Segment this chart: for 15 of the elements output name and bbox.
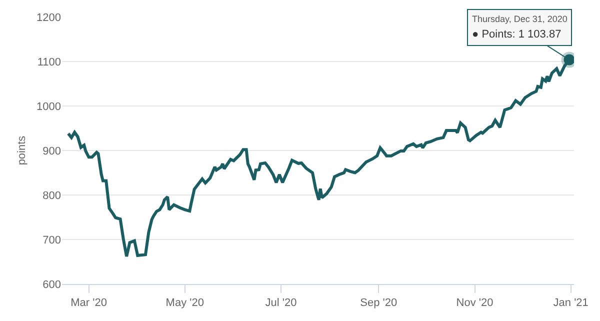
x-tick-label: Jan '21 bbox=[553, 297, 588, 310]
x-tick-label: Nov '20 bbox=[456, 297, 494, 310]
y-axis-title: points bbox=[16, 135, 28, 166]
y-tick-label: 700 bbox=[42, 234, 61, 246]
x-tick-label: Mar '20 bbox=[70, 297, 107, 310]
annotation: Thursday, Dec 31, 2020 ● Points: 1 103.87 bbox=[472, 14, 568, 41]
y-tick-label: 600 bbox=[42, 278, 61, 291]
y-tick-label: 1200 bbox=[36, 12, 61, 24]
x-tick-label: May '20 bbox=[166, 297, 204, 310]
y-tick-label: 1100 bbox=[37, 56, 61, 68]
y-tick-label: 900 bbox=[42, 145, 61, 158]
y-tick-label: 1000 bbox=[36, 100, 61, 113]
x-tick-label: Jul '20 bbox=[265, 297, 297, 310]
x-tick-label: Sep '20 bbox=[360, 297, 398, 310]
y-tick-label: 800 bbox=[42, 190, 61, 202]
